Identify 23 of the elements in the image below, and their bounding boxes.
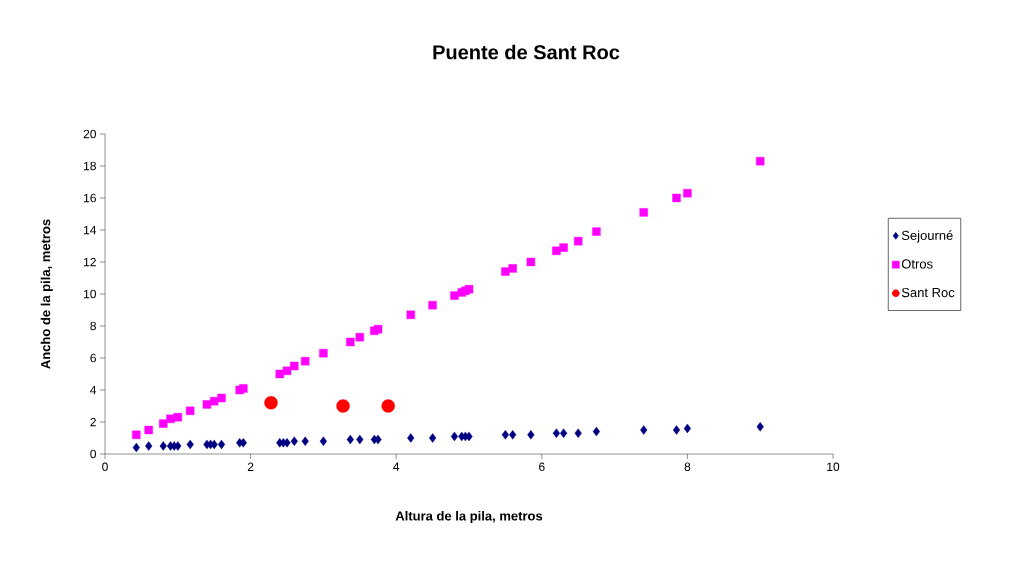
y-tick-label: 18: [84, 161, 96, 171]
y-tick-label: 2: [90, 417, 96, 427]
x-tick-label: 4: [393, 462, 400, 471]
y-axis-title: Ancho de la pila, metros: [40, 219, 53, 369]
legend-label: Sejourné: [901, 230, 953, 243]
x-tick-label: 6: [539, 462, 545, 472]
y-tick-label: 20: [83, 129, 96, 139]
y-tick-label: 8: [90, 321, 96, 331]
legend-label: Otros: [901, 259, 933, 269]
y-tick-label: 0: [90, 449, 97, 459]
x-tick-label: 8: [684, 462, 691, 472]
y-tick-label: 16: [84, 193, 96, 203]
legend-label: Sant Roc: [901, 287, 955, 298]
chart-title: Puente de Sant Roc: [433, 44, 620, 60]
y-tick-label: 6: [90, 353, 96, 363]
y-tick-label: 10: [84, 289, 96, 299]
x-tick-label: 10: [827, 462, 840, 472]
y-tick-label: 4: [90, 385, 97, 395]
x-tick-label: 0: [102, 462, 108, 472]
x-tick-label: 2: [247, 462, 254, 471]
y-tick-label: 14: [84, 225, 97, 235]
x-axis-title: Altura de la pila, metros: [395, 510, 543, 524]
y-tick-label: 12: [84, 257, 96, 267]
